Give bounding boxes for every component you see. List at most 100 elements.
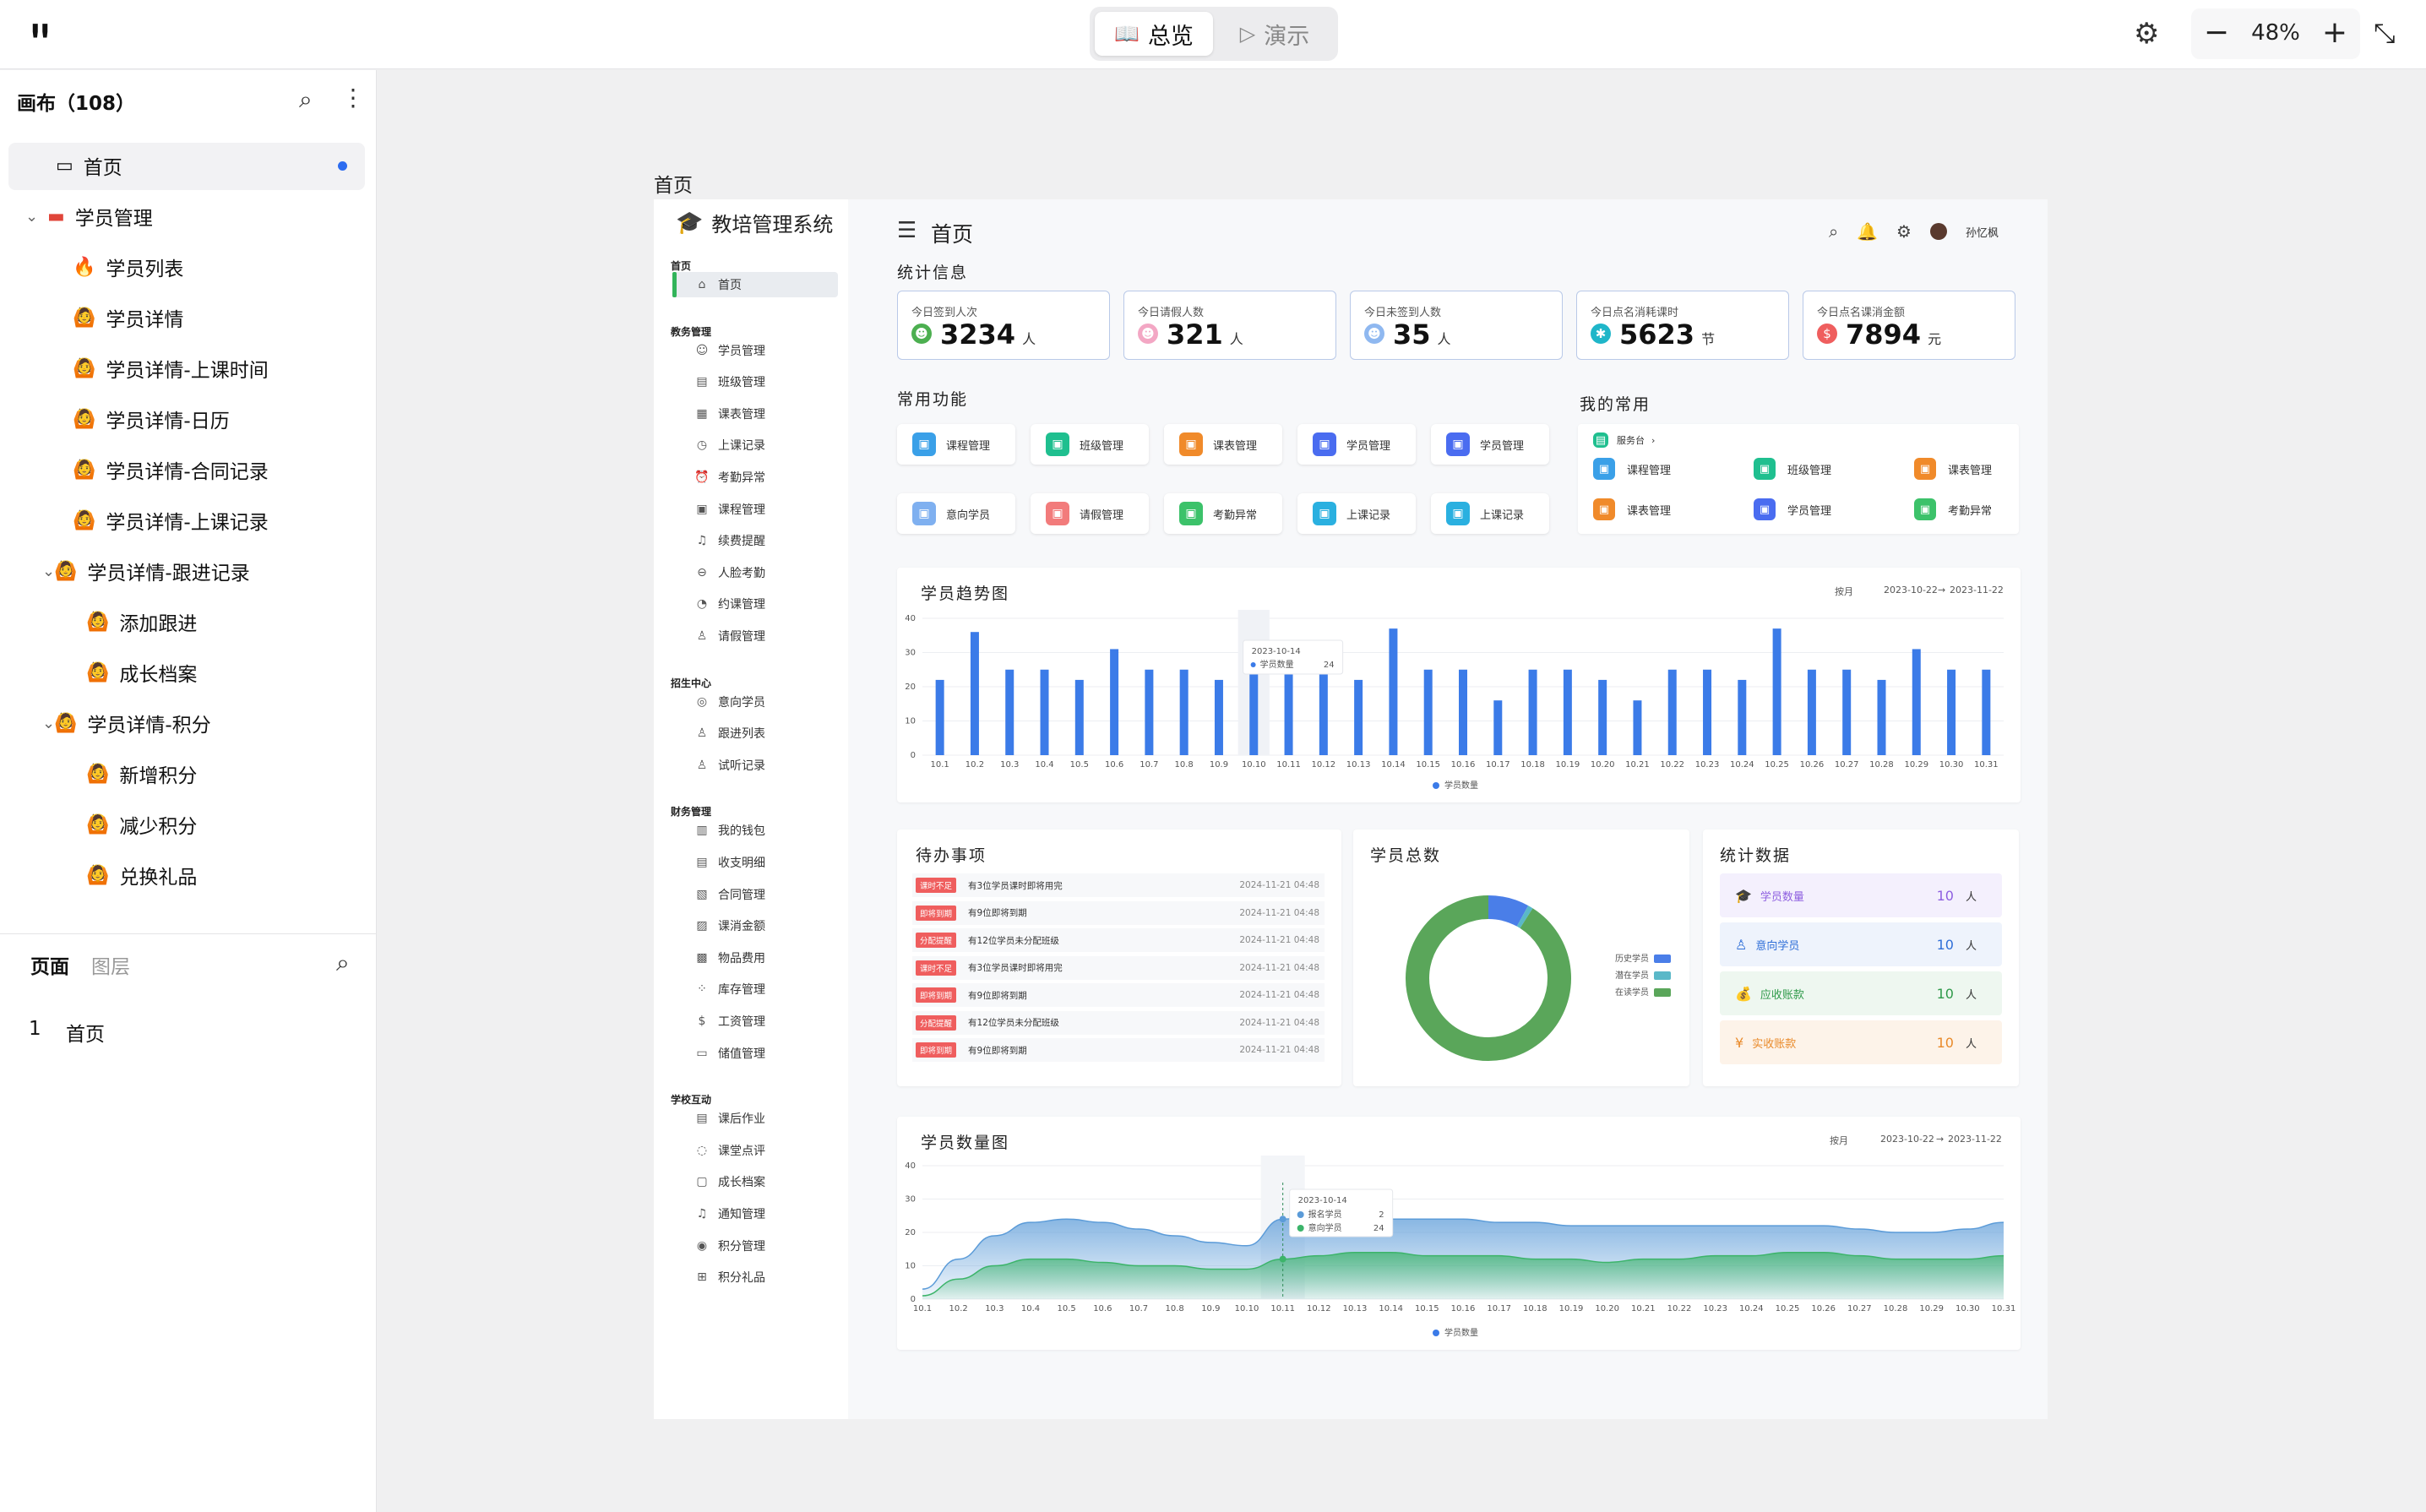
nav-item[interactable]: ☺ 学员管理 [672, 338, 838, 363]
nav-item[interactable]: ◔ 约课管理 [672, 591, 838, 617]
tree-item[interactable]: 🔥 学员列表 [25, 244, 183, 290]
donut-slice[interactable] [1488, 895, 1529, 927]
user-name[interactable]: 孙忆枫 [1965, 226, 1999, 240]
series-line[interactable] [922, 1215, 2004, 1290]
bar[interactable] [1459, 669, 1467, 755]
nav-item[interactable]: ◎ 意向学员 [672, 689, 838, 715]
function-button[interactable]: ▣ 意向学员 [897, 493, 1015, 534]
nav-item[interactable]: ⊖ 人脸考勤 [672, 560, 838, 585]
stat-card[interactable]: 今日点名消耗课时 ✱ 5623 节 [1576, 291, 1789, 360]
donut-slice[interactable] [1406, 895, 1571, 1061]
mine-item[interactable]: ▣ 学员管理 [1754, 498, 1831, 520]
mine-item[interactable]: ▣ 课程管理 [1593, 458, 1671, 480]
stat-card[interactable]: 今日签到人次 ☻ 3234 人 [897, 291, 1110, 360]
bar[interactable] [1528, 669, 1537, 755]
trend-range-end[interactable]: 2023-11-22 [1950, 585, 2004, 596]
bar[interactable] [1110, 649, 1119, 755]
statdata-row[interactable]: 🎓 学员数量 10 人 [1720, 873, 2002, 917]
nav-item[interactable]: ⌂ 首页 [672, 272, 838, 297]
function-button[interactable]: ▣ 请假管理 [1031, 493, 1149, 534]
nav-item[interactable]: ♫ 续费提醒 [672, 528, 838, 553]
bar[interactable] [1389, 628, 1398, 755]
bar[interactable] [1423, 669, 1433, 755]
nav-item[interactable]: ⊞ 积分礼品 [672, 1265, 838, 1290]
collapse-icon[interactable]: ⤡ [2374, 17, 2396, 49]
tree-item[interactable]: 🙆 兑换礼品 [49, 852, 197, 898]
stat-card[interactable]: 今日未签到人数 ☻ 35 人 [1350, 291, 1563, 360]
mine-item[interactable]: ▣ 课表管理 [1914, 458, 1992, 480]
app-logo-icon[interactable]: ꞋꞋ [29, 19, 52, 52]
tree-item[interactable]: ⌄ ▬ 学员管理 [25, 193, 153, 239]
nav-item[interactable]: ▦ 课表管理 [672, 401, 838, 427]
nav-item[interactable]: ◌ 课堂点评 [672, 1138, 838, 1163]
stat-card[interactable]: 今日点名课消金额 $7894 元 [1803, 291, 2015, 360]
function-button[interactable]: ▣ 考勤异常 [1164, 493, 1282, 534]
menu-icon[interactable]: ☰ [897, 218, 917, 243]
bar[interactable] [1877, 679, 1886, 755]
nav-item[interactable]: ▩ 物品费用 [672, 945, 838, 971]
bell-icon[interactable]: 🔔 [1857, 221, 1879, 242]
todo-row[interactable]: 课时不足 有3位学员课时即将用完 2024-11-21 04:48 [912, 955, 1325, 980]
count-range-end[interactable]: 2023-11-22 [1948, 1134, 2002, 1145]
tree-item[interactable]: 🙆 学员详情-上课时间 [25, 345, 269, 391]
bar[interactable] [1807, 669, 1816, 755]
bar[interactable] [1145, 669, 1154, 755]
mine-item[interactable]: ▣ 考勤异常 [1914, 498, 1992, 520]
tree-item[interactable]: ⌄ 🙆 学员详情-积分 [25, 700, 211, 746]
chevron-down-icon[interactable]: ⌄ [42, 714, 56, 732]
nav-item[interactable]: ♙ 请假管理 [672, 623, 838, 649]
bar[interactable] [1040, 669, 1049, 755]
nav-item[interactable]: ▤ 班级管理 [672, 369, 838, 394]
tree-item[interactable]: ▭ 首页 [25, 143, 122, 188]
tab-layers[interactable]: 图层 [91, 956, 130, 978]
nav-item[interactable]: ♙ 试听记录 [672, 753, 838, 778]
nav-item[interactable]: $ 工资管理 [672, 1009, 838, 1034]
settings-sliders-icon[interactable]: ⚙ [2134, 17, 2160, 51]
count-range-start[interactable]: 2023-10-22 [1880, 1134, 1934, 1145]
bar[interactable] [1703, 669, 1712, 755]
statdata-row[interactable]: ¥ 实收账款 10 人 [1720, 1020, 2002, 1064]
tree-item[interactable]: 🙆 学员详情 [25, 295, 183, 340]
todo-row[interactable]: 课时不足 有3位学员课时即将用完 2024-11-21 04:48 [912, 873, 1325, 897]
tab-pages[interactable]: 页面 [30, 956, 69, 978]
function-button[interactable]: ▣ 课程管理 [897, 424, 1015, 465]
statdata-row[interactable]: ♙ 意向学员 10 人 [1720, 922, 2002, 966]
tab-present[interactable]: ▷ 演示 [1216, 12, 1333, 56]
tree-item[interactable]: 🙆 学员详情-日历 [25, 396, 230, 442]
function-button[interactable]: ▣ 班级管理 [1031, 424, 1149, 465]
tree-item[interactable]: 🙆 学员详情-合同记录 [25, 447, 269, 492]
bar[interactable] [1214, 679, 1223, 755]
gear-icon[interactable]: ⚙ [1896, 221, 1912, 242]
tab-overview[interactable]: 📖 总览 [1095, 12, 1213, 56]
mine-item[interactable]: ▣ 班级管理 [1754, 458, 1831, 480]
zoom-in-button[interactable]: + [2321, 15, 2348, 50]
chevron-down-icon[interactable]: ⌄ [42, 562, 56, 580]
zoom-out-button[interactable]: − [2203, 15, 2230, 50]
function-button[interactable]: ▣ 课表管理 [1164, 424, 1282, 465]
bar[interactable] [970, 632, 979, 755]
page-list-item[interactable]: 首页 [66, 1024, 105, 1046]
search-icon[interactable]: ⌕ [1828, 221, 1839, 242]
search-icon[interactable]: ⌕ [336, 949, 350, 976]
todo-row[interactable]: 分配提醒 有12位学员未分配班级 2024-11-21 04:48 [912, 928, 1325, 952]
bar[interactable] [1842, 669, 1852, 755]
tree-item[interactable]: ⌄ 🙆 学员详情-跟进记录 [25, 548, 250, 594]
tree-item[interactable]: 🙆 成长档案 [49, 650, 197, 695]
todo-row[interactable]: 分配提醒 有12位学员未分配班级 2024-11-21 04:48 [912, 1010, 1325, 1035]
bar[interactable] [1667, 669, 1677, 755]
nav-item[interactable]: ◷ 上课记录 [672, 432, 838, 458]
bar[interactable] [1947, 669, 1956, 755]
bar[interactable] [935, 679, 944, 755]
bar[interactable] [1319, 669, 1328, 755]
todo-row[interactable]: 即将到期 有9位即将到期 2024-11-21 04:48 [912, 900, 1325, 925]
function-button[interactable]: ▣ 学员管理 [1431, 424, 1549, 465]
bar[interactable] [1633, 700, 1642, 755]
nav-item[interactable]: ▤ 收支明细 [672, 850, 838, 875]
bar[interactable] [1912, 649, 1921, 755]
mine-item[interactable]: ▣ 课表管理 [1593, 498, 1671, 520]
service-desk-link[interactable]: ▤ 服务台 › [1593, 432, 1655, 448]
tree-item[interactable]: 🙆 添加跟进 [49, 599, 197, 645]
nav-item[interactable]: ⏰ 考勤异常 [672, 465, 838, 490]
nav-item[interactable]: ⁘ 库存管理 [672, 976, 838, 1002]
bar[interactable] [1179, 669, 1189, 755]
